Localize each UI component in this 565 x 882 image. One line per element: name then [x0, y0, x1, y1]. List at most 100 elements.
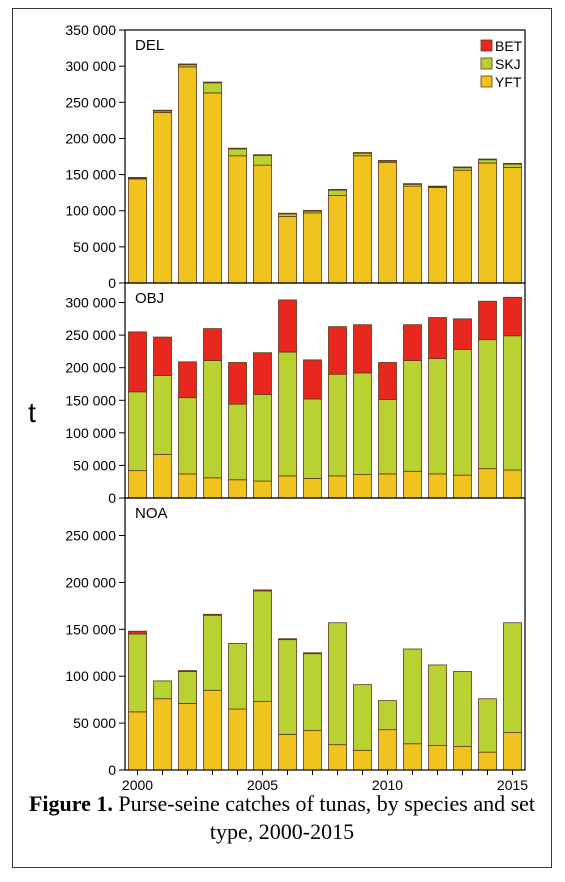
bar-obj-bet-2001	[153, 336, 172, 376]
y-tick-label-obj: 150 000	[65, 392, 116, 408]
bar-del-yft-2011	[403, 185, 422, 284]
bar-noa-skj-2011	[403, 648, 422, 745]
bar-noa-skj-2004	[228, 642, 247, 710]
bar-noa-yft-2005	[253, 701, 272, 771]
bar-obj-skj-2011	[403, 360, 422, 472]
bar-obj-yft-2015	[503, 469, 522, 499]
bar-noa-yft-2003	[203, 689, 222, 771]
x-tick-label: 2010	[372, 777, 403, 793]
bar-obj-skj-2005	[253, 394, 272, 482]
bar-noa-bet-2006	[278, 638, 297, 641]
bar-obj-skj-2001	[153, 375, 172, 455]
bar-noa-yft-2011	[403, 743, 422, 771]
bar-noa-yft-2010	[378, 729, 397, 771]
bar-obj-yft-2002	[178, 473, 197, 499]
panel-border-noa	[124, 497, 526, 771]
bar-obj-bet-2013	[453, 318, 472, 350]
bar-obj-skj-2007	[303, 398, 322, 479]
figure-caption: Figure 1. Purse-seine catches of tunas, …	[12, 790, 552, 846]
y-tick-label-del: 200 000	[65, 130, 116, 146]
bar-del-skj-2004	[228, 148, 247, 157]
bar-del-yft-2002	[178, 66, 197, 284]
bar-noa-skj-2005	[253, 590, 272, 702]
bar-obj-bet-2003	[203, 328, 222, 361]
bar-del-yft-2012	[428, 187, 447, 284]
bar-noa-skj-2010	[378, 700, 397, 731]
y-tick-label-del: 150 000	[65, 167, 116, 183]
y-tick-label-del: 350 000	[65, 22, 116, 38]
bar-del-yft-2008	[328, 195, 347, 284]
bar-del-yft-2005	[253, 164, 272, 284]
bar-obj-bet-2012	[428, 317, 447, 359]
bar-obj-yft-2004	[228, 479, 247, 499]
bar-del-bet-2008	[328, 188, 347, 191]
bar-noa-bet-2005	[253, 589, 272, 592]
y-tick-label-obj: 300 000	[65, 295, 116, 311]
panel-obj: 0 50 000 100 000 150 000 200 000 250 000 300 0…	[65, 282, 526, 506]
bar-noa-yft-2007	[303, 730, 322, 771]
bar-noa-bet-2003	[203, 613, 222, 616]
y-tick-label-noa: 100 000	[65, 668, 116, 684]
bar-del-yft-2007	[303, 212, 322, 284]
bar-noa-skj-2012	[428, 664, 447, 747]
bar-obj-yft-2007	[303, 478, 322, 499]
chart-legend: BET SKJ YFT	[480, 38, 523, 90]
bar-noa-skj-2006	[278, 639, 297, 735]
panel-label-del: DEL	[135, 37, 164, 54]
bar-del-bet-2001	[153, 109, 172, 112]
x-tick-label: 2000	[122, 777, 153, 793]
bar-obj-yft-2000	[128, 470, 147, 499]
bar-del-bet-2012	[428, 185, 447, 188]
bar-noa-yft-2001	[153, 698, 172, 771]
bar-del-bet-2007	[303, 209, 322, 212]
bar-obj-skj-2014	[478, 339, 497, 470]
y-tick-label-del: 100 000	[65, 203, 116, 219]
bar-obj-bet-2005	[253, 352, 272, 395]
bar-del-bet-2003	[203, 81, 222, 84]
x-tick-label: 2015	[497, 777, 528, 793]
y-tick-label-obj: 250 000	[65, 327, 116, 343]
bar-obj-skj-2008	[328, 373, 347, 477]
bar-del-yft-2004	[228, 155, 247, 284]
bar-noa-bet-2000	[128, 630, 147, 635]
bar-obj-skj-2010	[378, 399, 397, 475]
bar-noa-yft-2014	[478, 751, 497, 771]
y-tick-label-del: 300 000	[65, 58, 116, 74]
panel-del: 0 50 000 100 000 150 000 200 000 250 000 300 0…	[65, 22, 526, 291]
bar-del-skj-2008	[328, 189, 347, 196]
bar-obj-skj-2013	[453, 349, 472, 476]
bar-obj-bet-2006	[278, 299, 297, 353]
bar-noa-bet-2002	[178, 670, 197, 672]
bar-obj-yft-2011	[403, 470, 422, 499]
panel-noa: 0 50 000 100 000 150 000 200 000 250 000 NOA	[65, 497, 526, 778]
bar-obj-skj-2004	[228, 403, 247, 481]
bar-noa-skj-2007	[303, 653, 322, 732]
bar-noa-skj-2008	[328, 622, 347, 746]
bar-obj-yft-2008	[328, 475, 347, 499]
bar-del-bet-2015	[503, 162, 522, 165]
bar-obj-yft-2010	[378, 473, 397, 499]
bar-noa-yft-2000	[128, 711, 147, 771]
bar-obj-yft-2009	[353, 474, 372, 499]
bar-del-yft-2014	[478, 162, 497, 284]
caption-text: Purse-seine catches of tunas, by species…	[118, 791, 536, 844]
bar-noa-yft-2013	[453, 746, 472, 771]
bar-noa-skj-2003	[203, 614, 222, 691]
bar-noa-skj-2000	[128, 633, 147, 713]
bar-noa-skj-2013	[453, 671, 472, 747]
y-tick-label-obj: 0	[108, 490, 116, 506]
bar-obj-bet-2009	[353, 324, 372, 374]
legend-label-yft: YFT	[495, 74, 522, 90]
bar-obj-skj-2002	[178, 397, 197, 475]
bar-noa-yft-2008	[328, 744, 347, 771]
legend-label-bet: BET	[495, 38, 523, 54]
bar-del-bet-2010	[378, 160, 397, 162]
y-tick-label-noa: 0	[108, 762, 116, 778]
panel-label-obj: OBJ	[135, 290, 164, 307]
bar-noa-yft-2006	[278, 733, 297, 771]
bar-obj-bet-2015	[503, 296, 522, 337]
bar-del-bet-2014	[478, 158, 497, 161]
y-tick-label-del: 50 000	[73, 239, 116, 255]
x-tick-label: 2005	[247, 777, 278, 793]
bar-obj-skj-2009	[353, 372, 372, 475]
